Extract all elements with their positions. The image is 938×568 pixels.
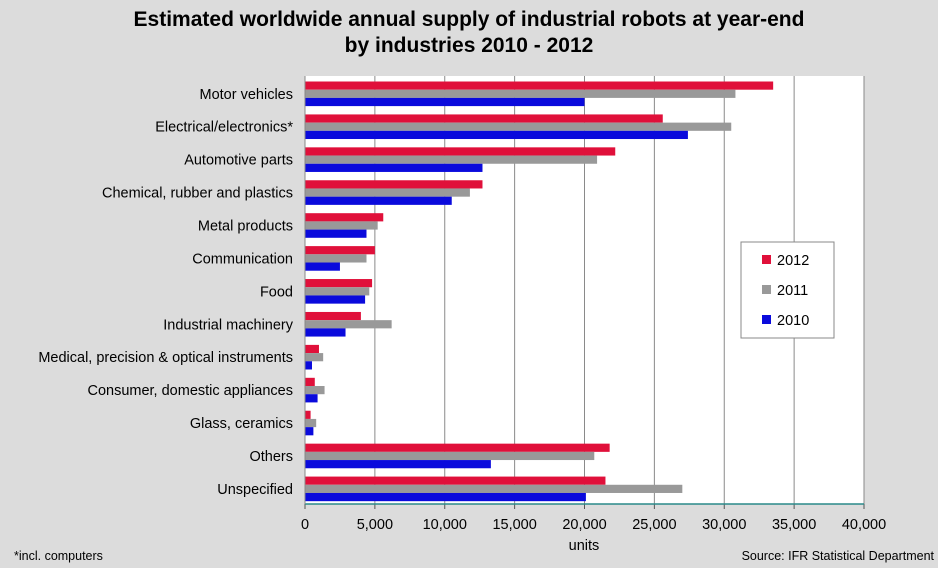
bar-2012 bbox=[305, 147, 616, 156]
bar-2012 bbox=[305, 443, 610, 452]
bar-2012 bbox=[305, 114, 663, 123]
category-label: Communication bbox=[192, 251, 293, 267]
bar-2011 bbox=[305, 353, 324, 362]
chart-title-line-2: by industries 2010 - 2012 bbox=[345, 34, 594, 57]
category-label: Chemical, rubber and plastics bbox=[102, 186, 293, 202]
legend-label-2011: 2011 bbox=[777, 283, 808, 299]
bar-2010 bbox=[305, 427, 314, 436]
legend-swatch-2011 bbox=[762, 285, 771, 294]
bar-2010 bbox=[305, 130, 688, 140]
x-tick-label: 10,000 bbox=[423, 517, 467, 533]
x-tick-label: 35,000 bbox=[772, 517, 816, 533]
x-tick-label: 30,000 bbox=[702, 517, 746, 533]
bar-2012 bbox=[305, 344, 319, 354]
category-label: Industrial machinery bbox=[163, 317, 293, 333]
category-label: Food bbox=[260, 284, 293, 300]
bar-2010 bbox=[305, 229, 367, 238]
category-label: Motor vehicles bbox=[200, 87, 293, 103]
bar-2012 bbox=[305, 476, 606, 485]
x-axis-title: units bbox=[569, 538, 600, 554]
bar-2011 bbox=[305, 188, 470, 197]
bar-2010 bbox=[305, 460, 491, 469]
bar-2012 bbox=[305, 410, 311, 419]
legend-label-2010: 2010 bbox=[777, 313, 809, 329]
category-label: Glass, ceramics bbox=[190, 416, 293, 432]
category-label: Consumer, domestic appliances bbox=[87, 383, 293, 399]
legend-box bbox=[740, 241, 835, 339]
legend-label-2012: 2012 bbox=[777, 253, 809, 269]
x-tick-label: 25,000 bbox=[632, 517, 676, 533]
bar-2011 bbox=[305, 484, 683, 493]
x-tick-label: 5,000 bbox=[357, 517, 393, 533]
source-note: Source: IFR Statistical Department bbox=[742, 549, 935, 563]
x-tick-label: 0 bbox=[301, 517, 309, 533]
bar-2010 bbox=[305, 328, 346, 337]
x-tick-label: 40,000 bbox=[842, 517, 886, 533]
bar-2011 bbox=[305, 451, 595, 461]
legend: 2012 2011 2010 bbox=[740, 241, 835, 339]
bar-2011 bbox=[305, 418, 317, 428]
bar-2010 bbox=[305, 394, 318, 403]
category-label: Automotive parts bbox=[184, 153, 293, 169]
bar-2012 bbox=[305, 377, 315, 387]
x-tick-labels: 0 5,000 10,000 15,000 20,000 25,000 30,000 35,0… bbox=[301, 504, 886, 533]
bar-2012 bbox=[305, 213, 384, 222]
bar-2012 bbox=[305, 180, 483, 189]
bar-2011 bbox=[305, 254, 367, 263]
bar-2011 bbox=[305, 386, 325, 395]
bar-2012 bbox=[305, 311, 361, 321]
bar-2012 bbox=[305, 246, 375, 255]
bar-2010 bbox=[305, 163, 483, 172]
legend-swatch-2010 bbox=[762, 315, 771, 324]
bar-2010 bbox=[305, 97, 585, 107]
legend-swatch-2012 bbox=[762, 255, 771, 264]
bar-2012 bbox=[305, 81, 774, 90]
bar-2011 bbox=[305, 320, 392, 329]
bar-2011 bbox=[305, 155, 598, 164]
bar-2011 bbox=[305, 287, 370, 296]
category-label: Unspecified bbox=[217, 482, 293, 498]
bar-2011 bbox=[305, 89, 736, 98]
footnote: *incl. computers bbox=[14, 549, 103, 563]
bar-2010 bbox=[305, 295, 366, 304]
category-label: Electrical/electronics* bbox=[155, 120, 293, 136]
gridlines bbox=[374, 76, 865, 504]
category-label: Metal products bbox=[198, 218, 293, 234]
x-tick-label: 15,000 bbox=[492, 517, 536, 533]
bar-2010 bbox=[305, 196, 452, 205]
bar-2010 bbox=[305, 361, 312, 370]
category-label: Medical, precision & optical instruments bbox=[38, 350, 293, 366]
bar-2012 bbox=[305, 279, 373, 288]
bars bbox=[305, 81, 774, 502]
category-labels: Motor vehicles Electrical/electronics* Aut… bbox=[38, 87, 293, 498]
bar-2011 bbox=[305, 122, 732, 131]
bar-2010 bbox=[305, 492, 586, 502]
x-tick-label: 20,000 bbox=[562, 517, 606, 533]
bar-2010 bbox=[305, 262, 340, 271]
category-label: Others bbox=[249, 449, 293, 465]
chart-title-line-1: Estimated worldwide annual supply of ind… bbox=[134, 8, 805, 31]
bar-2011 bbox=[305, 221, 378, 230]
